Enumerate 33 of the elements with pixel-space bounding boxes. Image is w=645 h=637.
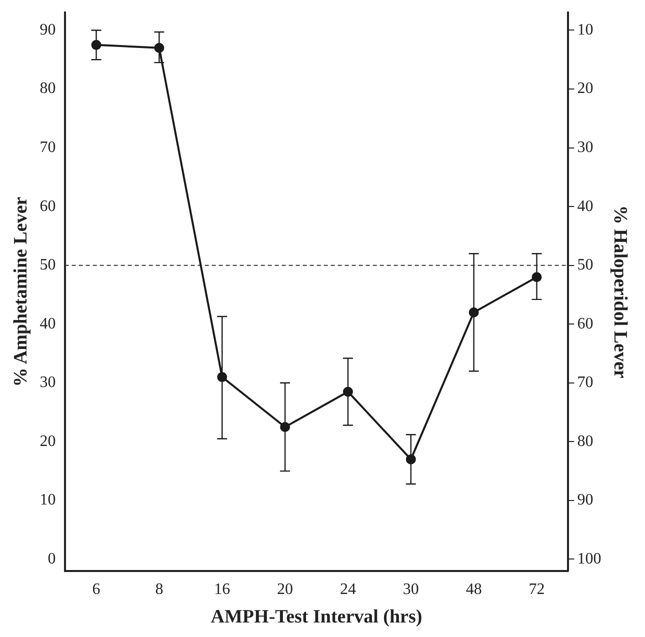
y-tick-label: 30 [40,374,56,392]
y2-tick-label: 90 [577,492,594,509]
y-tick-label: 60 [40,198,56,215]
y-tick-label: 50 [40,256,56,274]
x-tick-label: 72 [528,580,545,598]
y-axis-title: % Amphetamine Lever [10,196,32,387]
y2-tick-label: 60 [577,315,594,332]
y-tick-label: 0 [48,550,56,568]
x-tick-label: 48 [466,580,482,598]
point [217,372,228,382]
x-tick-label: 20 [277,580,294,598]
point [342,386,353,397]
y2-tick-label: 80 [577,432,594,450]
x-axis-title: AMPH-Test Interval (hrs) [210,606,422,628]
y-tick-label: 10 [40,492,56,509]
x-tick-label: 6 [92,580,100,598]
y2-tick-label: 100 [577,550,602,568]
x-tick-label: 24 [340,580,356,598]
y2-tick-label: 10 [577,21,594,38]
y2-axis-title: % Haloperidol Lever [610,205,631,379]
x-tick-label: 30 [402,580,419,598]
y2-tick-label: 20 [577,80,594,98]
y-tick-label: 20 [40,432,56,450]
x-tick-label: 16 [214,580,230,598]
y2-tick-label: 50 [577,256,594,274]
y2-tick-label: 40 [577,198,594,215]
y-tick-label: 70 [40,138,56,156]
y2-tick-label: 30 [577,138,594,156]
y2-tick-label: 70 [577,374,594,392]
y-tick-label: 40 [40,315,56,332]
x-tick-label: 8 [155,580,164,598]
y-tick-label: 90 [40,21,56,38]
y-tick-label: 80 [40,80,56,98]
